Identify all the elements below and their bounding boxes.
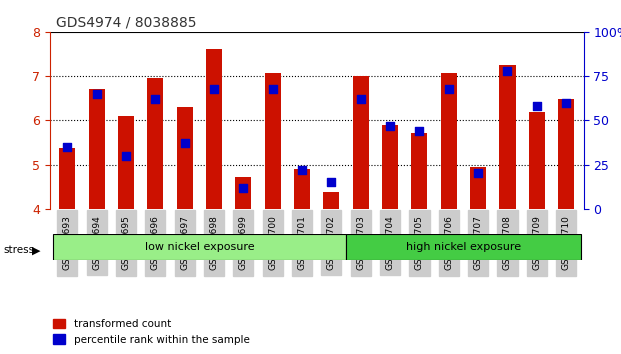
Text: high nickel exposure: high nickel exposure bbox=[406, 242, 521, 252]
Bar bbox=[206, 49, 222, 209]
Bar bbox=[441, 74, 457, 209]
FancyBboxPatch shape bbox=[53, 234, 346, 260]
Bar bbox=[294, 169, 310, 209]
Bar bbox=[411, 133, 427, 209]
Point bbox=[502, 68, 512, 74]
Point bbox=[62, 144, 72, 150]
Point bbox=[179, 141, 189, 146]
Bar bbox=[499, 65, 515, 209]
Point bbox=[356, 96, 366, 102]
Bar bbox=[528, 112, 545, 209]
Bar bbox=[265, 74, 281, 209]
Bar bbox=[118, 116, 134, 209]
Bar bbox=[59, 148, 75, 209]
Point bbox=[327, 179, 337, 185]
Bar bbox=[147, 78, 163, 209]
Point bbox=[561, 100, 571, 105]
Text: GDS4974 / 8038885: GDS4974 / 8038885 bbox=[56, 16, 196, 30]
Bar bbox=[558, 99, 574, 209]
Point bbox=[414, 128, 424, 134]
Bar bbox=[176, 107, 193, 209]
FancyBboxPatch shape bbox=[346, 234, 581, 260]
Bar bbox=[235, 177, 252, 209]
Text: low nickel exposure: low nickel exposure bbox=[145, 242, 254, 252]
Text: ▶: ▶ bbox=[32, 245, 41, 255]
Point bbox=[238, 185, 248, 190]
Bar bbox=[89, 88, 105, 209]
Point bbox=[121, 153, 131, 159]
Bar bbox=[382, 125, 398, 209]
Text: stress: stress bbox=[3, 245, 34, 255]
Legend: transformed count, percentile rank within the sample: transformed count, percentile rank withi… bbox=[48, 315, 254, 349]
Point bbox=[297, 167, 307, 173]
Point bbox=[150, 96, 160, 102]
Point bbox=[209, 86, 219, 91]
Point bbox=[473, 171, 483, 176]
Point bbox=[444, 86, 454, 91]
Bar bbox=[353, 76, 369, 209]
Point bbox=[268, 86, 278, 91]
Bar bbox=[470, 167, 486, 209]
Point bbox=[532, 103, 542, 109]
Bar bbox=[324, 192, 340, 209]
Point bbox=[385, 123, 395, 129]
Point bbox=[92, 91, 102, 97]
